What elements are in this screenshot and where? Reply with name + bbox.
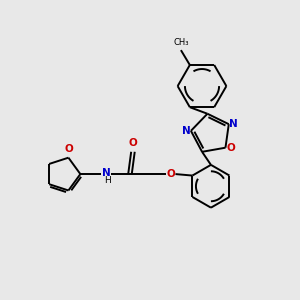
Text: N: N — [229, 119, 238, 129]
Text: N: N — [101, 169, 110, 178]
Text: CH₃: CH₃ — [173, 38, 189, 47]
Text: H: H — [104, 176, 110, 185]
Text: N: N — [182, 126, 190, 136]
Text: O: O — [226, 143, 235, 153]
Text: O: O — [64, 143, 73, 154]
Text: O: O — [167, 169, 176, 179]
Text: O: O — [129, 138, 137, 148]
